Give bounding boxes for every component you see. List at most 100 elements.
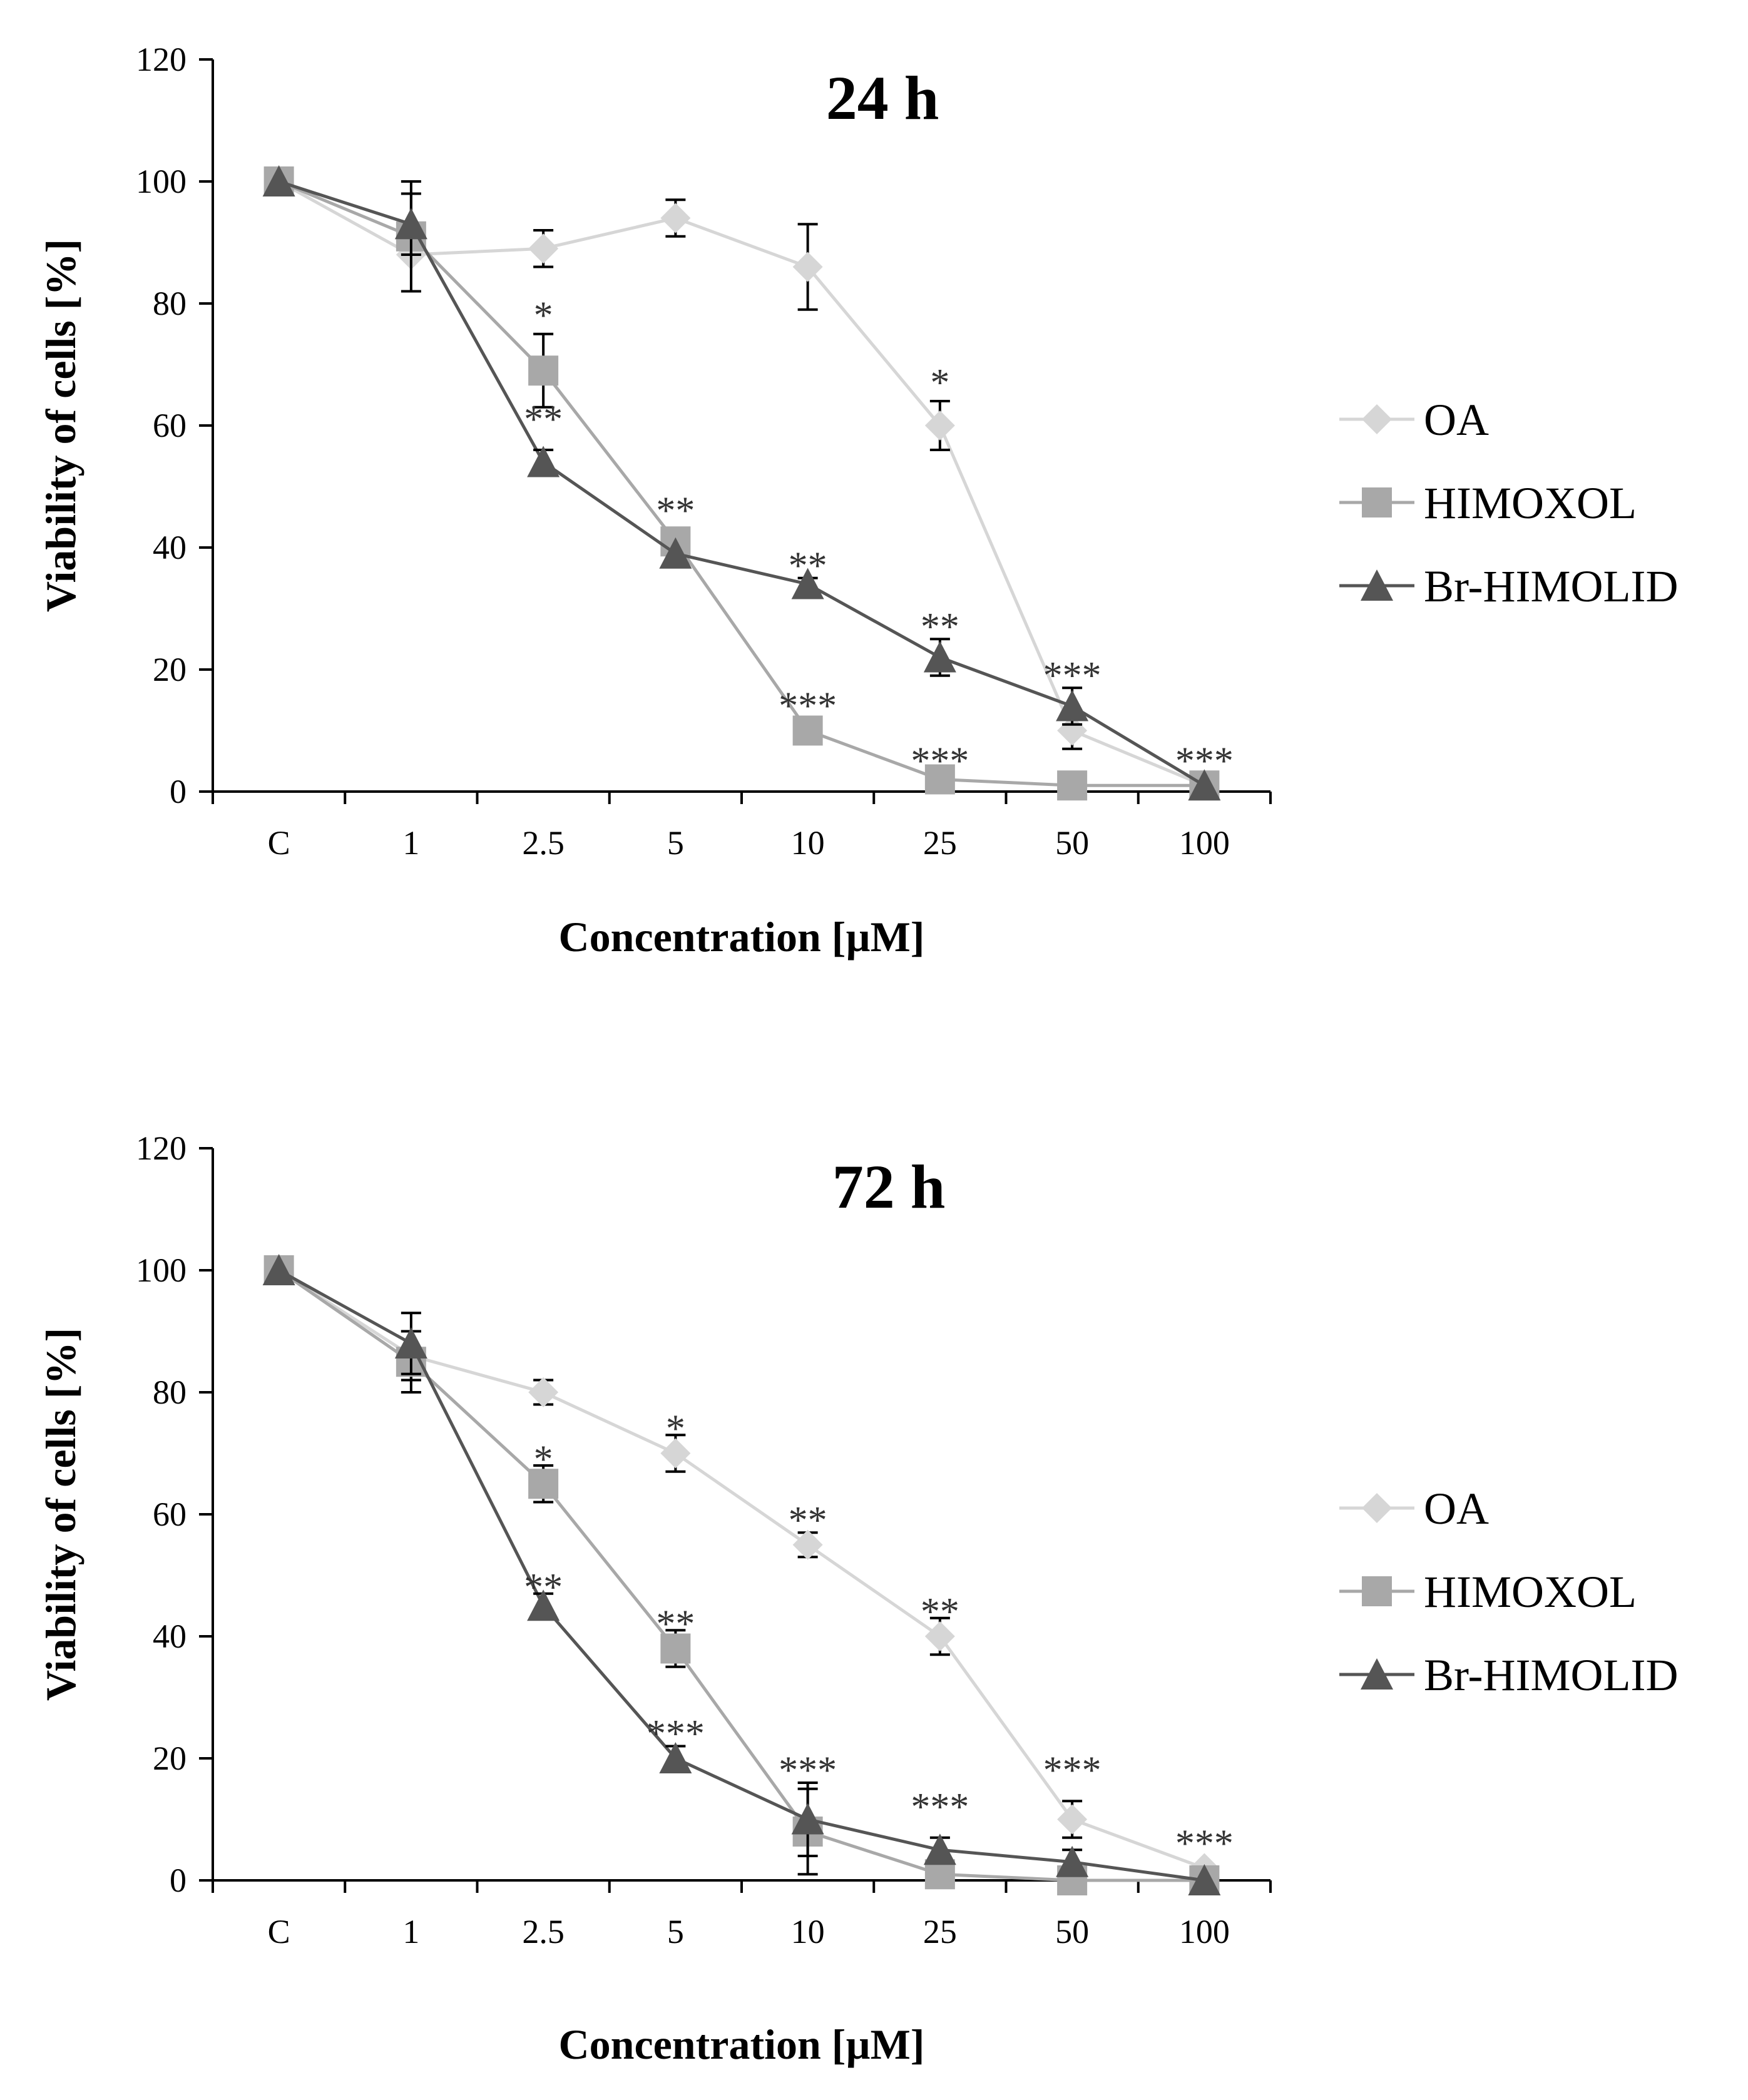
data-point-square <box>528 1469 559 1499</box>
x-tick-label: 50 <box>1055 824 1089 862</box>
significance-label: ** <box>524 398 563 441</box>
data-point-triangle <box>791 568 824 599</box>
chart-panel-1: 24 h 0 20 40 60 80 100 120 C 1 2.5 5 10 25 50 100 Concen… <box>37 41 1678 961</box>
y-tick-label: 20 <box>153 651 187 688</box>
data-point-triangle <box>394 1327 427 1358</box>
y-tick-label: 120 <box>136 1129 187 1167</box>
data-point-square <box>528 355 559 386</box>
y-axis-label: Viability of cells [%] <box>37 1328 84 1701</box>
x-tick-label: 25 <box>923 824 957 862</box>
y-tick-label: 80 <box>153 1374 187 1411</box>
series-line <box>278 180 1205 787</box>
x-tick-label: 1 <box>402 824 419 862</box>
significance-label: * <box>534 295 553 337</box>
significance-label: ** <box>921 606 959 648</box>
legend-marker-square <box>1362 1576 1392 1606</box>
chart-title: 72 h <box>832 1152 946 1221</box>
data-point-diamond <box>1057 715 1088 746</box>
data-point-triangle <box>791 1803 824 1835</box>
data-point-triangle <box>1056 1845 1089 1877</box>
significance-label: *** <box>779 685 837 728</box>
series-line <box>278 180 1205 787</box>
legend-label: HIMOXOL <box>1424 478 1637 528</box>
legend-label: OA <box>1424 395 1489 445</box>
x-tick-label: 2.5 <box>522 1913 565 1950</box>
y-tick-label: 0 <box>170 773 187 810</box>
data-point-diamond <box>528 233 559 264</box>
data-point-square <box>660 1633 691 1664</box>
data-point-triangle <box>527 446 560 477</box>
legend-marker-diamond <box>1362 1493 1392 1523</box>
significance-label: ** <box>656 490 695 533</box>
x-tick-label: 10 <box>791 824 825 862</box>
x-tick-label: 2.5 <box>522 824 565 862</box>
x-axis-label: Concentration [µM] <box>559 913 925 961</box>
y-tick-label: 40 <box>153 1618 187 1655</box>
data-point-diamond <box>660 203 691 233</box>
data-point-square <box>1057 770 1088 801</box>
data-point-triangle <box>394 208 427 240</box>
legend-marker-square <box>1362 487 1392 517</box>
data-point-diamond <box>660 1438 691 1469</box>
data-point-triangle <box>1188 1864 1221 1895</box>
legend-marker-triangle <box>1361 1658 1393 1690</box>
legend-label: HIMOXOL <box>1424 1567 1637 1617</box>
significance-label: * <box>666 1408 685 1450</box>
legend-marker-triangle <box>1361 569 1393 601</box>
data-point-diamond <box>924 1621 955 1651</box>
legend-marker-diamond <box>1362 404 1392 434</box>
y-tick-label: 100 <box>136 163 187 200</box>
data-point-diamond <box>1057 1804 1088 1835</box>
x-tick-label: 100 <box>1179 1913 1230 1950</box>
data-point-square <box>924 764 955 795</box>
data-point-diamond <box>792 252 823 282</box>
x-tick-label: 1 <box>402 1913 419 1950</box>
x-tick-label: 5 <box>667 824 684 862</box>
significance-label: *** <box>779 1750 837 1792</box>
data-point-diamond <box>924 410 955 441</box>
data-point-triangle <box>659 537 692 569</box>
x-tick-label: 10 <box>791 1913 825 1950</box>
data-point-triangle <box>923 641 956 673</box>
significance-label: *** <box>911 740 969 782</box>
data-point-triangle <box>659 1742 692 1773</box>
y-axis-label: Viability of cells [%] <box>37 239 84 612</box>
x-tick-label: C <box>268 1913 290 1950</box>
significance-label: ** <box>656 1603 695 1646</box>
significance-label: *** <box>647 1713 705 1755</box>
data-point-square <box>792 715 823 746</box>
data-point-triangle <box>1188 769 1221 801</box>
y-tick-label: 40 <box>153 529 187 566</box>
significance-label: ** <box>524 1566 563 1609</box>
series-br-himolid <box>262 165 1221 801</box>
x-axis-label: Concentration [µM] <box>559 2021 925 2068</box>
legend-label: OA <box>1424 1484 1489 1534</box>
significance-label: ** <box>789 1499 827 1542</box>
significance-label: *** <box>1175 740 1234 782</box>
data-point-diamond <box>528 1377 559 1407</box>
data-point-triangle <box>262 1254 295 1285</box>
y-tick-label: 60 <box>153 407 187 444</box>
x-tick-label: 100 <box>1179 824 1230 862</box>
data-point-triangle <box>1056 690 1089 721</box>
y-tick-label: 100 <box>136 1251 187 1289</box>
y-tick-label: 60 <box>153 1496 187 1533</box>
data-point-diamond <box>792 1529 823 1560</box>
significance-label: *** <box>1175 1823 1234 1865</box>
series-line <box>278 1268 1205 1870</box>
y-tick-label: 20 <box>153 1740 187 1777</box>
data-point-triangle <box>527 1589 560 1621</box>
y-tick-label: 120 <box>136 41 187 78</box>
significance-label: *** <box>1043 655 1101 697</box>
chart-title: 24 h <box>826 63 939 133</box>
significance-label: ** <box>921 1591 959 1633</box>
significance-label: * <box>534 1438 553 1481</box>
x-tick-label: 50 <box>1055 1913 1089 1950</box>
series-br-himolid <box>262 1254 1221 1895</box>
significance-label: *** <box>1043 1750 1101 1792</box>
x-tick-label: 5 <box>667 1913 684 1950</box>
series-line <box>278 180 1205 787</box>
chart-panel-2: 72 h 0 20 40 60 80 100 120 C 1 2.5 5 10 25 50 100 Concen… <box>37 1129 1678 2068</box>
significance-label: *** <box>911 1786 969 1828</box>
data-point-triangle <box>262 165 295 196</box>
